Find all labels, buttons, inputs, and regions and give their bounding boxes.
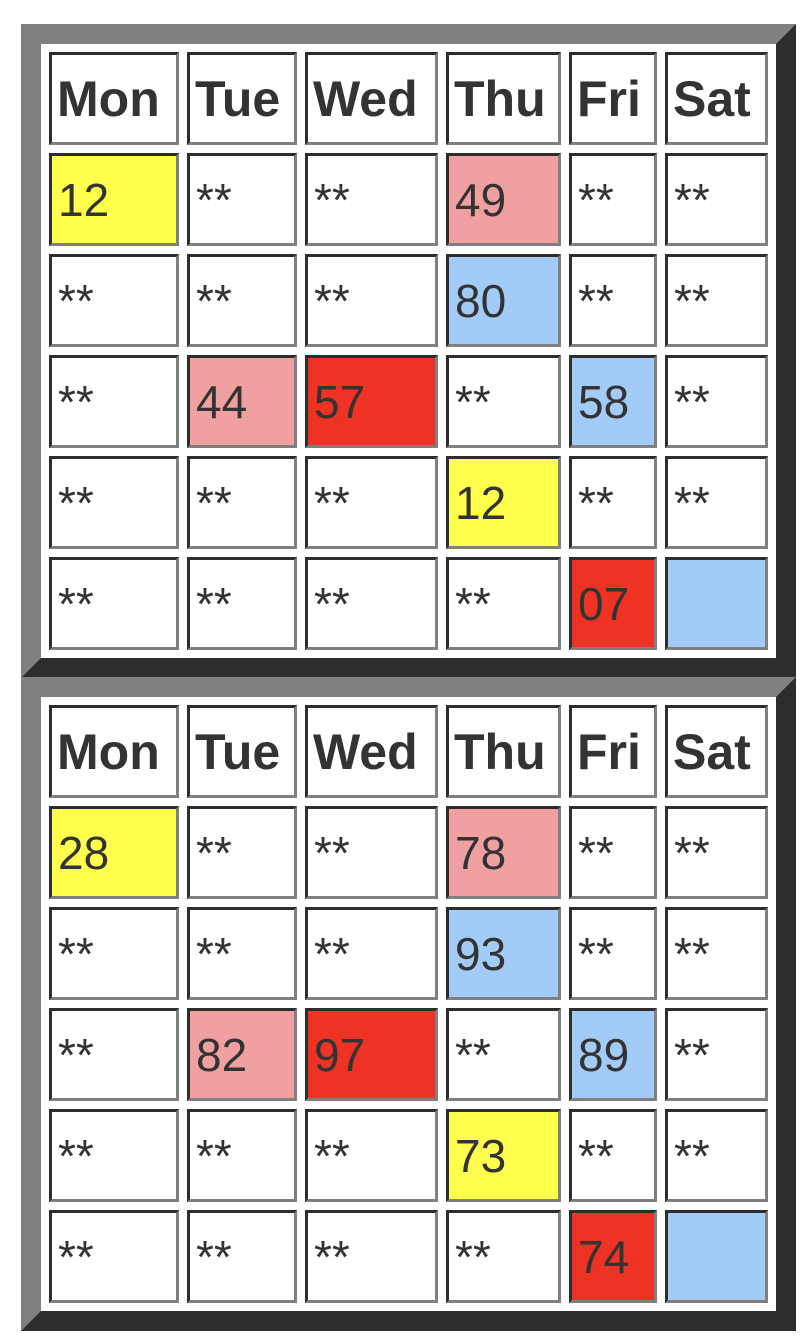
calendar-table-1: Mon Tue Wed Thu Fri Sat 12 ** ** 49 ** ** ** ** ** 80 **… bbox=[21, 24, 796, 678]
week-row: ** ** ** 73 ** ** bbox=[49, 1109, 768, 1202]
day-cell: 78 bbox=[446, 806, 561, 899]
week-row: ** ** ** ** 74 bbox=[49, 1210, 768, 1303]
day-cell: ** bbox=[446, 1210, 561, 1303]
day-cell: ** bbox=[49, 1210, 179, 1303]
week-row: ** 44 57 ** 58 ** bbox=[49, 355, 768, 448]
day-cell: ** bbox=[665, 456, 768, 549]
week-row: ** 82 97 ** 89 ** bbox=[49, 1008, 768, 1101]
day-cell: ** bbox=[665, 1008, 768, 1101]
day-cell: 49 bbox=[446, 153, 561, 246]
day-header-mon: Mon bbox=[49, 52, 179, 145]
day-cell: ** bbox=[569, 153, 657, 246]
day-cell: ** bbox=[49, 254, 179, 347]
day-cell: ** bbox=[187, 456, 297, 549]
day-cell: ** bbox=[305, 456, 438, 549]
week-row: 12 ** ** 49 ** ** bbox=[49, 153, 768, 246]
day-cell: ** bbox=[665, 355, 768, 448]
week-row: ** ** ** 12 ** ** bbox=[49, 456, 768, 549]
day-cell: ** bbox=[305, 1210, 438, 1303]
day-cell: ** bbox=[446, 1008, 561, 1101]
day-cell: ** bbox=[187, 153, 297, 246]
day-cell: ** bbox=[305, 806, 438, 899]
day-cell: ** bbox=[569, 1109, 657, 1202]
day-cell: 57 bbox=[305, 355, 438, 448]
day-cell: ** bbox=[446, 355, 561, 448]
day-cell: 93 bbox=[446, 907, 561, 1000]
day-cell: ** bbox=[305, 907, 438, 1000]
day-cell: 89 bbox=[569, 1008, 657, 1101]
week-row: ** ** ** 80 ** ** bbox=[49, 254, 768, 347]
day-cell: ** bbox=[446, 557, 561, 650]
header-row: Mon Tue Wed Thu Fri Sat bbox=[49, 705, 768, 798]
day-cell: ** bbox=[187, 557, 297, 650]
day-header-tue: Tue bbox=[187, 52, 297, 145]
day-cell bbox=[665, 1210, 768, 1303]
day-cell: 80 bbox=[446, 254, 561, 347]
day-cell: ** bbox=[665, 907, 768, 1000]
day-cell: ** bbox=[569, 254, 657, 347]
day-header-thu: Thu bbox=[446, 705, 561, 798]
day-cell: 82 bbox=[187, 1008, 297, 1101]
week-row: 28 ** ** 78 ** ** bbox=[49, 806, 768, 899]
day-cell: 12 bbox=[49, 153, 179, 246]
day-cell: 07 bbox=[569, 557, 657, 650]
day-cell: ** bbox=[305, 557, 438, 650]
day-cell: 12 bbox=[446, 456, 561, 549]
day-cell: ** bbox=[665, 806, 768, 899]
day-cell: ** bbox=[305, 153, 438, 246]
day-header-wed: Wed bbox=[305, 705, 438, 798]
week-row: ** ** ** 93 ** ** bbox=[49, 907, 768, 1000]
day-cell: 28 bbox=[49, 806, 179, 899]
day-cell: ** bbox=[49, 907, 179, 1000]
week-row: ** ** ** ** 07 bbox=[49, 557, 768, 650]
day-cell: ** bbox=[187, 1109, 297, 1202]
day-header-fri: Fri bbox=[569, 52, 657, 145]
day-cell: ** bbox=[187, 1210, 297, 1303]
day-header-wed: Wed bbox=[305, 52, 438, 145]
day-header-tue: Tue bbox=[187, 705, 297, 798]
day-cell: ** bbox=[569, 456, 657, 549]
day-cell: ** bbox=[665, 1109, 768, 1202]
day-cell: ** bbox=[569, 806, 657, 899]
day-cell: ** bbox=[49, 1109, 179, 1202]
day-cell: ** bbox=[665, 153, 768, 246]
day-cell: ** bbox=[569, 907, 657, 1000]
day-header-fri: Fri bbox=[569, 705, 657, 798]
day-header-sat: Sat bbox=[665, 52, 768, 145]
day-cell: ** bbox=[187, 806, 297, 899]
day-cell: 74 bbox=[569, 1210, 657, 1303]
calendar-table-2: Mon Tue Wed Thu Fri Sat 28 ** ** 78 ** ** ** ** ** 93 **… bbox=[21, 677, 796, 1331]
day-cell: ** bbox=[187, 907, 297, 1000]
day-cell: 73 bbox=[446, 1109, 561, 1202]
day-header-sat: Sat bbox=[665, 705, 768, 798]
day-cell: ** bbox=[49, 355, 179, 448]
day-cell: ** bbox=[49, 1008, 179, 1101]
day-cell: 97 bbox=[305, 1008, 438, 1101]
day-cell: ** bbox=[305, 254, 438, 347]
day-cell: ** bbox=[49, 456, 179, 549]
day-header-thu: Thu bbox=[446, 52, 561, 145]
day-cell: ** bbox=[49, 557, 179, 650]
day-cell: 58 bbox=[569, 355, 657, 448]
day-cell: ** bbox=[187, 254, 297, 347]
day-cell: ** bbox=[305, 1109, 438, 1202]
header-row: Mon Tue Wed Thu Fri Sat bbox=[49, 52, 768, 145]
day-cell: ** bbox=[665, 254, 768, 347]
day-header-mon: Mon bbox=[49, 705, 179, 798]
day-cell: 44 bbox=[187, 355, 297, 448]
day-cell bbox=[665, 557, 768, 650]
